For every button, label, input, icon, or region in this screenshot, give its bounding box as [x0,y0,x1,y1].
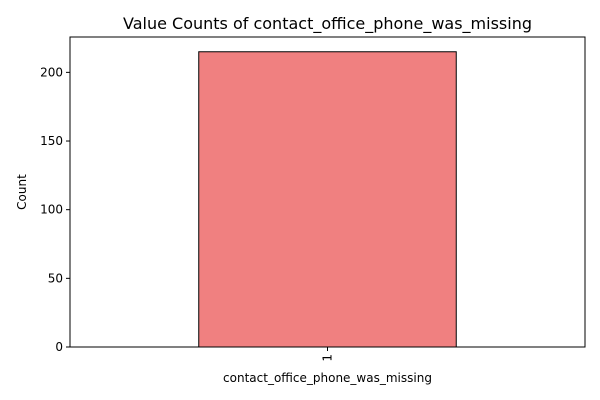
y-tick-label: 100 [40,203,63,217]
bar-1 [198,51,457,348]
y-tick-label: 150 [40,134,63,148]
y-axis-label: Count [15,174,29,210]
y-tick-label: 50 [48,271,63,285]
plot-area [198,51,457,348]
y-tick-label: 0 [55,340,63,354]
x-tick-label: 1 [321,354,335,362]
x-axis-label: contact_office_phone_was_missing [223,371,432,385]
chart-title: Value Counts of contact_office_phone_was… [123,14,532,34]
y-axis: 0 50 100 150 200 [40,65,70,354]
x-axis: 1 [321,347,335,362]
y-tick-label: 200 [40,65,63,79]
